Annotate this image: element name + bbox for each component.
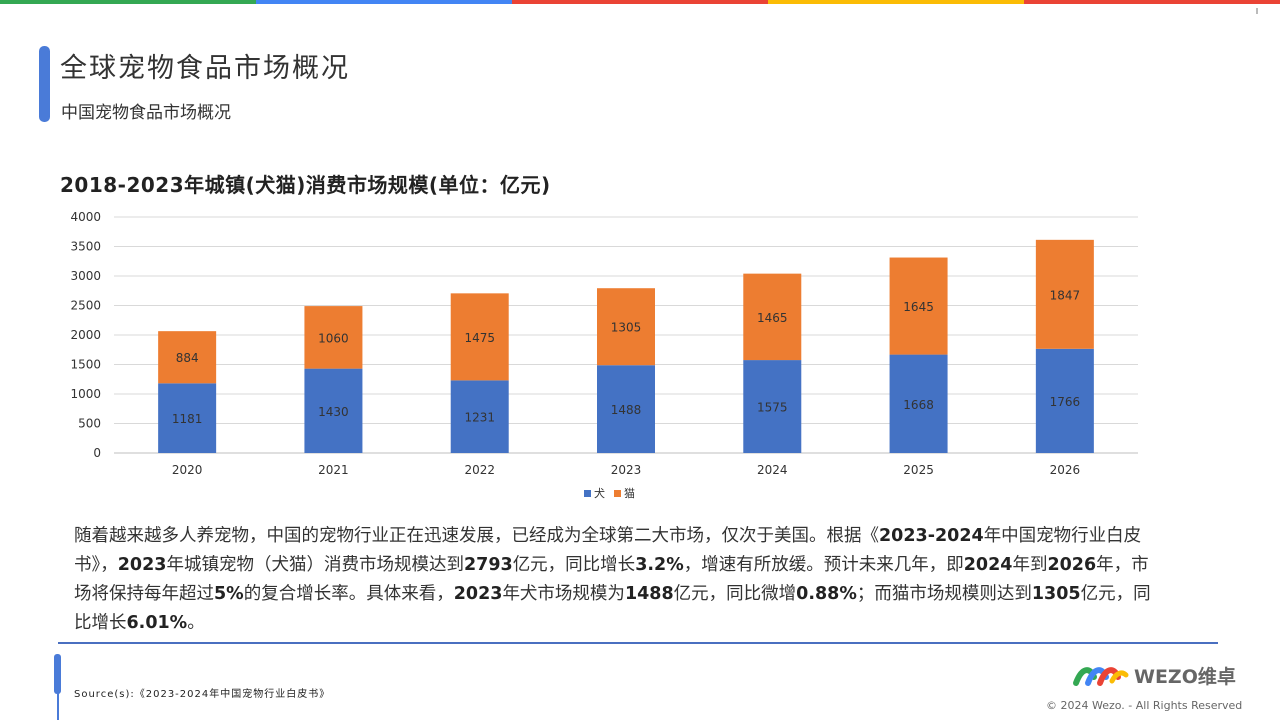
paragraph-highlight: 2023: [453, 584, 503, 604]
y-tick-label: 1000: [70, 387, 101, 401]
bar-dog: [597, 365, 655, 453]
y-tick-label: 0: [93, 446, 101, 460]
data-label: 1465: [757, 311, 788, 325]
legend-label: 犬: [594, 486, 605, 500]
x-tick-label: 2021: [318, 463, 349, 477]
bar-dog: [304, 368, 363, 453]
stacked-bar-chart: 0 500 1000 1500 2000 2500 3000 3500 4000 1181 884 2…: [70, 210, 1138, 500]
data-label: 1475: [464, 331, 495, 345]
data-label: 1305: [611, 321, 642, 335]
top-color-bar: [0, 0, 1280, 4]
paragraph-text: 年城镇宠物（犬猫）消费市场规模达到: [166, 555, 464, 575]
footer-divider: [58, 642, 1218, 644]
logo-text: WEZO维卓: [1134, 666, 1236, 688]
bar-cat: [158, 331, 217, 384]
data-label: 1766: [1050, 395, 1081, 409]
bar-dog: [158, 383, 217, 453]
top-bar-segment: [768, 0, 1024, 4]
y-tick-label: 500: [78, 417, 101, 431]
bar-cat: [450, 293, 509, 381]
top-bar-segment: [512, 0, 768, 4]
data-label: 1575: [757, 401, 788, 415]
source-note: Source(s):《2023-2024年中国宠物行业白皮书》: [74, 689, 331, 700]
legend-swatch: [584, 490, 591, 497]
y-tick-label: 1500: [70, 358, 101, 372]
chart-title: 2018-2023年城镇(犬猫)消费市场规模(单位：亿元): [60, 173, 551, 197]
paragraph-text: ，增速有所放缓。预计未来几年，即: [683, 555, 964, 575]
paragraph-highlight: 2793: [463, 555, 513, 575]
x-tick-label: 2024: [757, 463, 788, 477]
paragraph-highlight: 0.88%: [796, 584, 857, 604]
bar-cat: [1035, 239, 1094, 349]
y-tick-label: 3500: [70, 240, 101, 254]
x-tick-label: 2026: [1050, 463, 1081, 477]
bar-dog: [743, 360, 802, 453]
paragraph-highlight: 2023-2024: [879, 526, 984, 546]
paragraph-highlight: 3.2%: [635, 555, 684, 575]
legend-swatch: [614, 490, 621, 497]
data-label: 1668: [903, 398, 934, 412]
y-tick-label: 2000: [70, 328, 101, 342]
data-label: 1488: [611, 403, 642, 417]
top-bar-segment: [1024, 0, 1280, 4]
paragraph-text: 年中国宠物行业白皮书》，: [74, 526, 1142, 575]
data-label: 1181: [172, 412, 203, 426]
paragraph-text: 的复合增长率。具体来看，: [243, 584, 454, 604]
paragraph-highlight: 1488: [624, 584, 674, 604]
paragraph-highlight: 2026: [1047, 555, 1097, 575]
bar-dog: [450, 380, 509, 453]
bar-dog: [1035, 348, 1094, 453]
page-title: 全球宠物食品市场概况: [60, 53, 350, 84]
paragraph-highlight: 5%: [214, 584, 244, 604]
paragraph-highlight: 2024: [963, 555, 1013, 575]
x-tick-label: 2025: [903, 463, 934, 477]
paragraph-text: 年犬市场规模为: [502, 584, 625, 604]
y-tick-label: 4000: [70, 210, 101, 224]
x-tick-label: 2020: [172, 463, 203, 477]
paragraph-text: 年，市场将保持每年超过: [74, 555, 1149, 604]
paragraph-text: 随着越来越多人养宠物，中国的宠物行业正在迅速发展，已经成为全球第二大市场，仅次于…: [74, 526, 879, 546]
summary-paragraph: 随着越来越多人养宠物，中国的宠物行业正在迅速发展，已经成为全球第二大市场，仅次于…: [74, 522, 1164, 638]
corner-mark: [1256, 8, 1258, 14]
data-label: 1430: [318, 405, 349, 419]
title-accent-bar: [39, 46, 50, 122]
data-label: 884: [176, 351, 199, 365]
page-subtitle: 中国宠物食品市场概况: [61, 103, 231, 123]
x-tick-label: 2022: [464, 463, 495, 477]
data-label: 1060: [318, 331, 349, 345]
y-tick-label: 2500: [70, 299, 101, 313]
paragraph-highlight: 2023: [117, 555, 167, 575]
data-label: 1847: [1050, 288, 1081, 302]
y-tick-label: 3000: [70, 269, 101, 283]
data-label: 1231: [464, 411, 495, 425]
footer-accent-bar: [54, 654, 61, 694]
bar-cat: [889, 257, 948, 355]
bar-cat: [743, 273, 802, 361]
copyright: © 2024 Wezo. - All Rights Reserved: [1046, 699, 1243, 712]
bar-cat: [597, 288, 655, 366]
paragraph-text: 。: [187, 613, 205, 633]
bar-dog: [889, 354, 948, 453]
x-tick-label: 2023: [611, 463, 642, 477]
paragraph-text: 亿元，同比增长: [512, 555, 636, 575]
top-bar-segment: [0, 0, 256, 4]
wezo-logo: WEZO维卓: [1072, 662, 1236, 689]
legend-label: 猫: [624, 487, 635, 500]
wezo-logo-icon: [1073, 666, 1129, 686]
top-bar-segment: [256, 0, 512, 4]
paragraph-text: 年到: [1012, 555, 1048, 575]
paragraph-text: ；而猫市场规模则达到: [856, 584, 1032, 604]
paragraph-highlight: 1305: [1031, 584, 1081, 604]
paragraph-text: 亿元，同比增长: [74, 584, 1151, 633]
paragraph-highlight: 6.01%: [126, 613, 188, 633]
bar-cat: [304, 306, 363, 369]
data-label: 1645: [903, 300, 934, 314]
paragraph-text: 亿元，同比微增: [673, 584, 797, 604]
footer-accent-line: [57, 690, 59, 720]
